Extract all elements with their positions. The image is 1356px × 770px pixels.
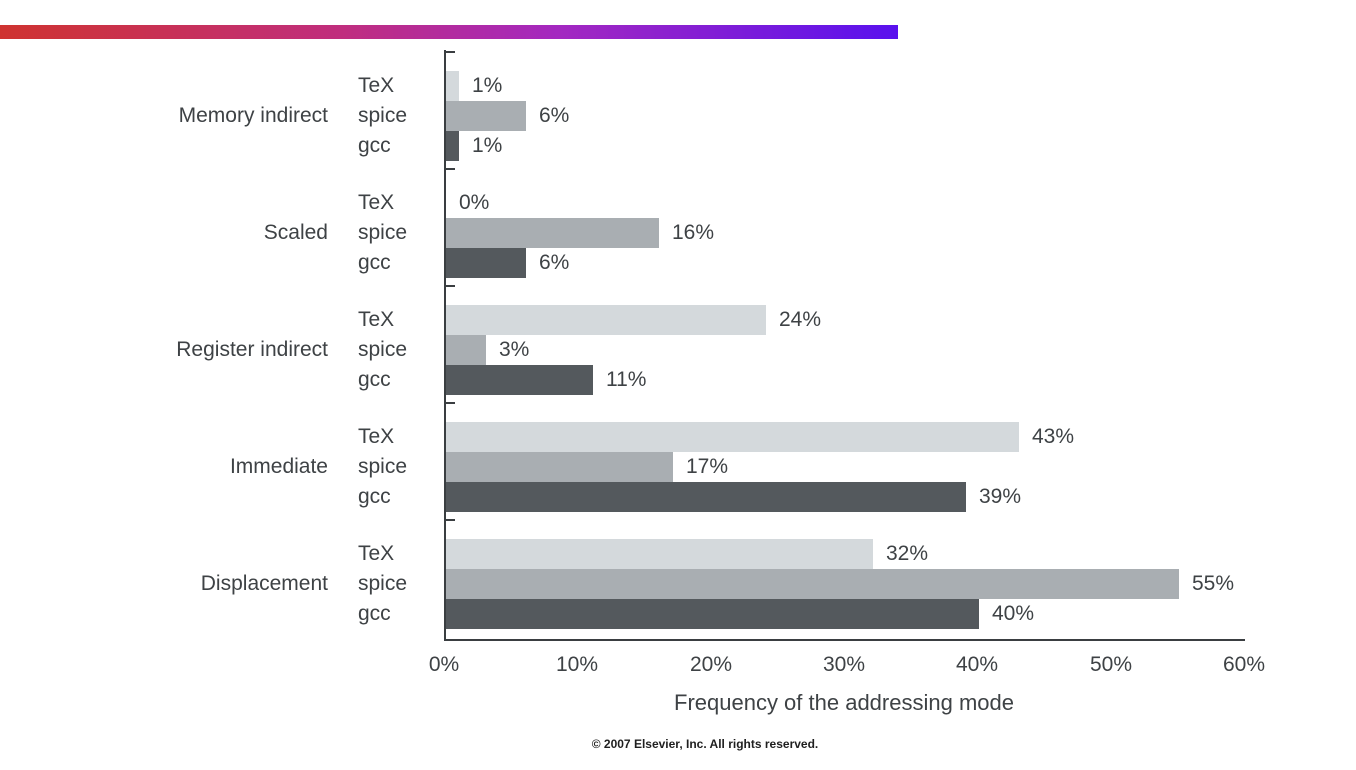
copyright-notice: © 2007 Elsevier, Inc. All rights reserve… <box>591 737 819 751</box>
bar-gcc <box>446 482 966 512</box>
x-tick-label-0pct: 0% <box>428 653 460 676</box>
bar-value-label: 32% <box>886 542 929 565</box>
series-label-spice: spice <box>358 221 408 244</box>
category-label-displacement: Displacement <box>200 572 328 595</box>
series-label-gcc: gcc <box>358 368 391 391</box>
bar-gcc <box>446 131 459 161</box>
series-label-TeX: TeX <box>358 74 395 97</box>
series-label-spice: spice <box>358 104 408 127</box>
bar-value-label: 43% <box>1032 425 1075 448</box>
bar-spice <box>446 218 659 248</box>
bar-gcc <box>446 599 979 629</box>
bar-value-label: 39% <box>979 485 1022 508</box>
category-label-scaled: Scaled <box>263 221 328 244</box>
series-label-gcc: gcc <box>358 134 391 157</box>
group-boundary-tick <box>446 51 455 53</box>
x-tick-label-40pct: 40% <box>955 653 999 676</box>
bar-TeX <box>446 71 459 101</box>
bar-value-label: 6% <box>539 251 570 274</box>
title-gradient-rule <box>0 25 898 39</box>
bar-value-label: 55% <box>1192 572 1235 595</box>
bar-spice <box>446 569 1179 599</box>
x-tick-label-20pct: 20% <box>689 653 733 676</box>
bar-value-label: 1% <box>472 134 503 157</box>
bar-value-label: 6% <box>539 104 570 127</box>
bar-TeX <box>446 539 873 569</box>
series-label-spice: spice <box>358 572 408 595</box>
series-label-spice: spice <box>358 338 408 361</box>
group-boundary-tick <box>446 285 455 287</box>
series-label-gcc: gcc <box>358 602 391 625</box>
series-label-TeX: TeX <box>358 425 395 448</box>
category-label-immediate: Immediate <box>229 455 328 478</box>
category-label-memory-indirect: Memory indirect <box>178 104 328 127</box>
bar-gcc <box>446 248 526 278</box>
bar-TeX <box>446 305 766 335</box>
x-tick-label-30pct: 30% <box>822 653 866 676</box>
series-label-TeX: TeX <box>358 542 395 565</box>
group-boundary-tick <box>446 519 455 521</box>
bar-value-label: 17% <box>686 455 729 478</box>
bar-gcc <box>446 365 593 395</box>
bar-spice <box>446 335 486 365</box>
series-label-TeX: TeX <box>358 308 395 331</box>
series-label-gcc: gcc <box>358 485 391 508</box>
bar-value-label: 1% <box>472 74 503 97</box>
bar-value-label: 16% <box>672 221 715 244</box>
x-tick-label-10pct: 10% <box>555 653 599 676</box>
x-tick-label-50pct: 50% <box>1089 653 1133 676</box>
x-axis-line <box>444 639 1245 641</box>
bar-TeX <box>446 422 1019 452</box>
bar-spice <box>446 452 673 482</box>
bar-value-label: 40% <box>992 602 1035 625</box>
category-label-register-indirect: Register indirect <box>176 338 328 361</box>
y-axis-line <box>444 50 446 641</box>
bar-value-label: 3% <box>499 338 530 361</box>
bar-value-label: 11% <box>606 368 647 391</box>
group-boundary-tick <box>446 168 455 170</box>
series-label-spice: spice <box>358 455 408 478</box>
series-label-TeX: TeX <box>358 191 395 214</box>
x-tick-label-60pct: 60% <box>1222 653 1266 676</box>
x-axis-title: Frequency of the addressing mode <box>674 690 1014 715</box>
group-boundary-tick <box>446 402 455 404</box>
bar-spice <box>446 101 526 131</box>
series-label-gcc: gcc <box>358 251 391 274</box>
bar-value-label: 24% <box>779 308 822 331</box>
bar-value-label: 0% <box>459 191 490 214</box>
